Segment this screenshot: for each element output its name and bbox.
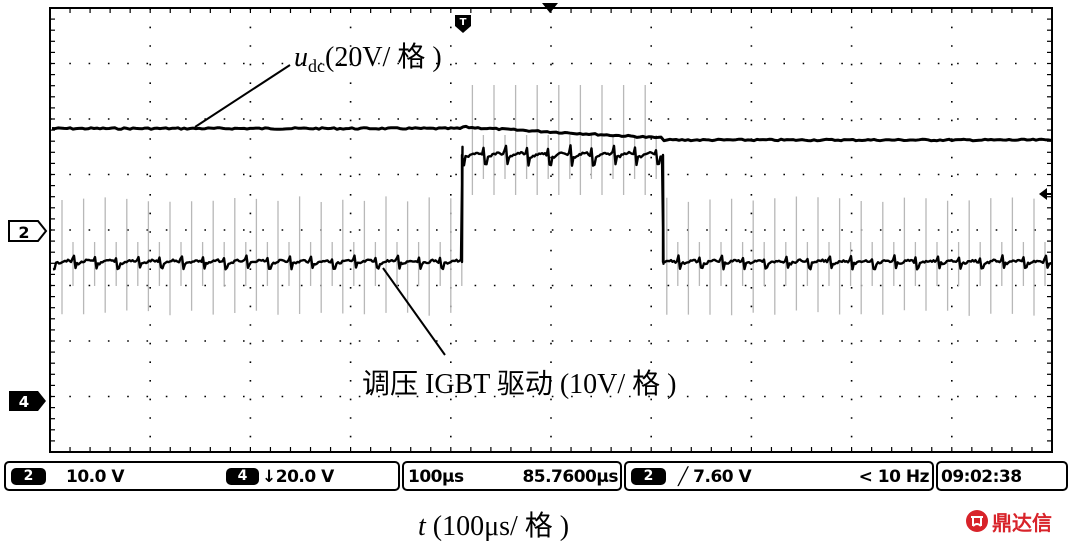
udc-leader-line <box>194 64 291 128</box>
udc-series-label: udc(20V/ 格 ) <box>294 41 442 76</box>
clock-panel: 09:02:38 <box>936 461 1068 491</box>
igbt-series-label: 调压 IGBT 驱动 (10V/ 格 ) <box>362 368 676 400</box>
ch4-badge: 4 <box>226 468 259 485</box>
channel-4-marker: 4 <box>9 391 46 411</box>
vertical-scale-panel: 2 10.0 V 4 ↓20.0 V <box>4 461 400 491</box>
timebase-panel: 100µs 85.7600µs <box>402 461 622 491</box>
brand-logo-icon <box>966 510 988 532</box>
trigger-level-value: ╱ 7.60 V <box>678 467 752 487</box>
clock-time: 09:02:38 <box>941 467 1022 487</box>
igbt-drive-spikes-trace <box>61 85 1046 316</box>
udc-trace <box>51 124 1052 143</box>
trigger-panel: 2 ╱ 7.60 V < 10 Hz <box>624 461 934 491</box>
trigger-position-value: 85.7600µs <box>522 467 618 487</box>
igbt-leader-line <box>382 267 446 356</box>
svg-text:4: 4 <box>19 393 29 411</box>
brand-logo: 鼎达信 <box>965 508 1052 535</box>
x-axis-caption: t (100μs/ 格 ) <box>418 511 570 542</box>
waveform-traces <box>51 85 1053 316</box>
frequency-value: < 10 Hz <box>858 467 930 487</box>
scope-status-bar: 2 10.0 V 4 ↓20.0 V 100µs 85.7600µs 2 ╱ 7… <box>4 461 1068 493</box>
ch2-badge: 2 <box>11 468 46 485</box>
oscilloscope-display: udc(20V/ 格 ) 调压 IGBT 驱动 (10V/ 格 ) T 2 4 <box>8 3 1053 453</box>
trigger-delay-marker <box>542 3 558 13</box>
ch4-scale: ↓20.0 V <box>262 467 334 487</box>
channel-2-marker: 2 <box>8 220 48 242</box>
svg-text:2: 2 <box>18 223 29 242</box>
timebase-value: 100µs <box>408 467 464 487</box>
trigger-position-marker: T <box>455 15 471 33</box>
trigger-level-marker <box>1039 188 1047 200</box>
brand-logo-text: 鼎达信 <box>992 510 1052 535</box>
ch2-scale: 10.0 V <box>66 467 125 487</box>
igbt-drive-trace <box>52 144 1053 271</box>
svg-text:T: T <box>460 17 467 28</box>
trigger-source-badge: 2 <box>631 468 666 485</box>
